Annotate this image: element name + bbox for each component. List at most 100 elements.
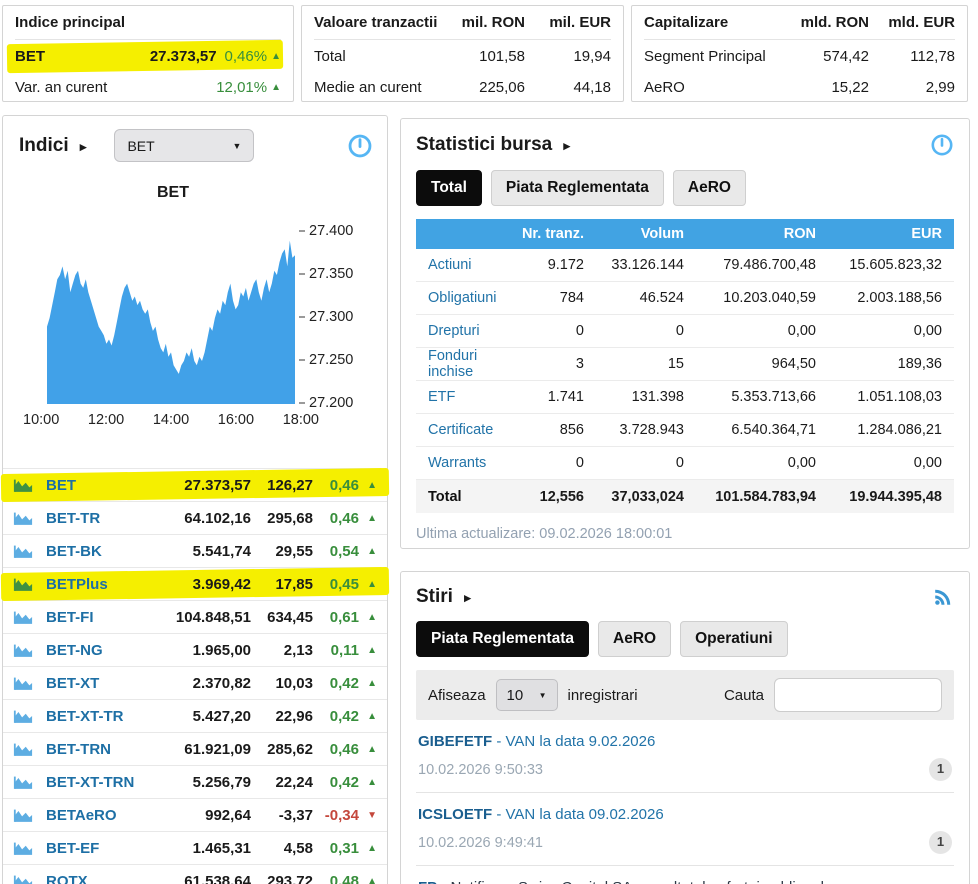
mini-chart-icon[interactable] [13,577,37,592]
instrument-link[interactable]: Certificate [428,422,494,438]
news-item[interactable]: ICSLOETF - VAN la data 09.02.2026 10.02.2… [416,793,954,866]
index-row[interactable]: ROTX 61.538,64 293,72 0,48 ▲ [3,865,387,884]
tab-piata-reglementata[interactable]: Piata Reglementata [490,170,664,206]
total-value: 19.944.395,48 [849,488,942,505]
index-name-link[interactable]: BET-XT [46,674,100,692]
mini-chart-icon[interactable] [13,709,37,724]
news-item[interactable]: FP - Notificare Swiss Capital SA - rezul… [416,866,954,884]
page-size-value: 10 [506,686,524,704]
index-row[interactable]: BET-EF 1.465,31 4,58 0,31 ▲ [3,832,387,865]
index-row[interactable]: BET-NG 1.965,00 2,13 0,11 ▲ [3,634,387,667]
index-row[interactable]: BETPlus 3.969,42 17,85 0,45 ▲ [3,568,387,601]
instrument-link[interactable]: Warrants [428,455,487,471]
index-name-link[interactable]: BETAeRO [46,806,117,824]
news-date: 10.02.2026 9:50:33 [418,761,543,778]
stiri-panel: Stiri ▸ Piata Reglementata AeRO Operatiuni… [400,571,970,884]
mini-chart-icon[interactable] [13,511,37,526]
index-name-link[interactable]: BET-TR [46,509,101,527]
news-title-link[interactable]: GIBEFETF - VAN la data 9.02.2026 [418,731,914,753]
index-row[interactable]: BET-BK 5.541,74 29,55 0,54 ▲ [3,535,387,568]
index-name-link[interactable]: BET-XT-TR [46,707,124,725]
mini-chart-icon[interactable] [13,742,37,757]
mini-chart-icon[interactable] [13,544,37,559]
news-headline[interactable]: - Notificare Swiss Capital SA - rezultat… [418,879,908,884]
stat-value: 0,00 [787,323,816,339]
index-name-link[interactable]: BET-TRN [46,740,111,758]
news-ticker[interactable]: ICSLOETF [418,805,493,823]
realtime-clock-icon[interactable] [347,133,373,159]
index-row[interactable]: BET-XT-TR 5.427,20 22,96 0,42 ▲ [3,700,387,733]
up-arrow-icon: ▲ [367,479,377,491]
index-pct: 0,31 [329,839,359,857]
chart-plot-area[interactable] [47,232,295,404]
index-name-link[interactable]: BET-XT-TRN [46,773,135,791]
page-size-select[interactable]: 10 ▼ [495,679,558,711]
index-select[interactable]: BET ▼ [114,129,255,162]
stat-value: 3.728.943 [619,422,684,438]
mini-chart-icon[interactable] [13,676,37,691]
index-row[interactable]: BET-FI 104.848,51 634,45 0,61 ▲ [3,601,387,634]
index-name-link[interactable]: BET-FI [46,608,94,626]
news-headline[interactable]: - VAN la data 9.02.2026 [492,733,656,750]
mini-chart-icon[interactable] [13,808,37,823]
instrument-link[interactable]: Obligatiuni [428,290,497,306]
index-name-link[interactable]: ROTX [46,872,88,884]
instrument-link[interactable]: Actiuni [428,257,472,273]
index-change: 293,72 [267,872,313,884]
index-value: 5.427,20 [192,707,251,725]
card-indice-header: Indice principal [15,6,281,40]
stat-row: Actiuni 9.172 33.126.144 79.486.700,48 15.60… [416,249,954,282]
index-row[interactable]: BET-XT 2.370,82 10,03 0,42 ▲ [3,667,387,700]
realtime-clock-icon[interactable] [930,133,954,157]
news-title-link[interactable]: FP - Notificare Swiss Capital SA - rezul… [418,877,914,884]
news-ticker[interactable]: GIBEFETF [418,733,493,750]
index-name-link[interactable]: BET-NG [46,641,103,659]
mini-chart-icon[interactable] [13,775,37,790]
statistici-title-link[interactable]: Statistici bursa ▸ [416,134,570,156]
instrument-link[interactable]: Fonduri inchise [428,348,478,380]
stat-value: 1.741 [547,389,584,405]
stat-value: 33.126.144 [611,257,684,273]
news-headline[interactable]: - VAN la data 09.02.2026 [492,805,664,823]
up-arrow-icon: ▲ [367,644,377,656]
index-name-link[interactable]: BETPlus [46,575,108,593]
mini-chart-icon[interactable] [13,478,37,493]
news-search-input[interactable] [774,678,942,712]
index-row[interactable]: BET-TR 64.102,16 295,68 0,46 ▲ [3,502,387,535]
index-change: 17,85 [275,575,313,593]
stat-value: 0,00 [787,455,816,471]
mini-chart-icon[interactable] [13,841,37,856]
index-row[interactable]: BETAeRO 992,64 -3,37 -0,34 ▼ [3,799,387,832]
instrument-link[interactable]: Drepturi [428,323,480,339]
tab-aero[interactable]: AeRO [672,170,746,206]
mini-chart-icon[interactable] [13,874,37,884]
index-row[interactable]: BET-XT-TRN 5.256,79 22,24 0,42 ▲ [3,766,387,799]
index-name-link[interactable]: BET-BK [46,542,102,560]
bet-label[interactable]: BET [15,47,45,65]
index-name-link[interactable]: BET [46,476,76,494]
indici-title-link[interactable]: Indici ▸ [19,135,86,157]
index-value: 27.373,57 [184,476,251,494]
statistici-table-body: Actiuni 9.172 33.126.144 79.486.700,48 15.60… [416,249,954,513]
tab-operatiuni[interactable]: Operatiuni [680,621,788,657]
mini-chart-icon[interactable] [13,610,37,625]
news-ticker[interactable]: FP [418,879,437,884]
index-change: 4,58 [283,839,313,857]
stat-value: 46.524 [639,290,684,306]
index-row[interactable]: BET-TRN 61.921,09 285,62 0,46 ▲ [3,733,387,766]
news-title-link[interactable]: ICSLOETF - VAN la data 09.02.2026 [418,804,914,826]
stiri-title-link[interactable]: Stiri ▸ [416,586,471,608]
tab-aero[interactable]: AeRO [598,621,672,657]
card-indice-row-bet[interactable]: BET 27.373,57 0,46% ▲ [15,41,281,71]
tab-piata-reglementata[interactable]: Piata Reglementata [416,621,589,657]
mini-chart-icon[interactable] [13,643,37,658]
index-name-link[interactable]: BET-EF [46,839,100,857]
news-item[interactable]: GIBEFETF - VAN la data 9.02.2026 10.02.20… [416,720,954,793]
index-row[interactable]: BET 27.373,57 126,27 0,46 ▲ [3,469,387,502]
tab-total[interactable]: Total [416,170,482,206]
col-mld-eur: mld. EUR [888,14,955,31]
index-pct: 0,48 [329,872,359,884]
index-value: 1.965,00 [192,641,251,659]
rss-icon[interactable] [932,586,954,608]
instrument-link[interactable]: ETF [428,389,456,405]
